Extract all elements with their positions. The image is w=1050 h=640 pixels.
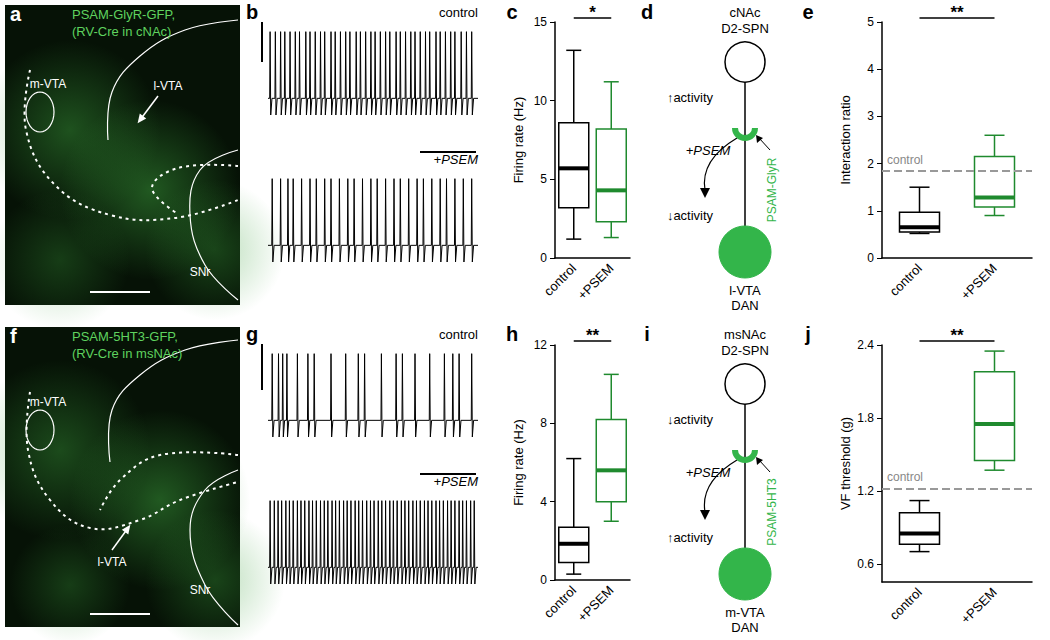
svg-text:↑activity: ↑activity <box>667 90 714 105</box>
svg-text:10: 10 <box>534 94 548 108</box>
svg-text:5: 5 <box>540 172 547 186</box>
svg-text:j: j <box>804 323 811 345</box>
svg-text:Firing rate (Hz): Firing rate (Hz) <box>511 97 526 184</box>
svg-text:+PSEM: +PSEM <box>686 143 731 158</box>
svg-text:+PSEM: +PSEM <box>434 474 479 489</box>
svg-text:g: g <box>246 323 258 345</box>
svg-text:l-VTA: l-VTA <box>97 555 126 569</box>
svg-text:4: 4 <box>867 62 874 76</box>
svg-text:15: 15 <box>534 15 548 29</box>
svg-text:SNr: SNr <box>190 265 211 279</box>
svg-text:l-VTA: l-VTA <box>729 283 761 298</box>
svg-text:D2-SPN: D2-SPN <box>721 21 769 36</box>
svg-text:DAN: DAN <box>731 620 758 635</box>
svg-text:cNAc: cNAc <box>729 5 761 20</box>
svg-text:*: * <box>589 3 596 22</box>
svg-text:control: control <box>439 5 478 20</box>
svg-text:VF threshold (g): VF threshold (g) <box>838 417 853 510</box>
svg-text:+PSEM: +PSEM <box>958 261 1000 303</box>
svg-text:h: h <box>506 323 518 345</box>
svg-text:D2-SPN: D2-SPN <box>721 343 769 358</box>
svg-text:SNr: SNr <box>190 583 211 597</box>
svg-text:**: ** <box>586 326 600 345</box>
svg-text:2: 2 <box>867 157 874 171</box>
svg-text:PSAM-5HT3: PSAM-5HT3 <box>765 478 779 546</box>
svg-text:l-VTA: l-VTA <box>153 79 182 93</box>
svg-text:**: ** <box>950 3 964 22</box>
svg-text:e: e <box>802 1 813 23</box>
svg-text:0: 0 <box>540 573 547 587</box>
svg-text:control: control <box>541 583 579 621</box>
svg-text:m-VTA: m-VTA <box>30 395 66 409</box>
svg-text:b: b <box>246 1 258 23</box>
svg-text:Interaction ratio: Interaction ratio <box>838 95 853 185</box>
svg-text:12: 12 <box>534 338 548 352</box>
svg-text:Firing rate (Hz): Firing rate (Hz) <box>511 419 526 506</box>
svg-text:DAN: DAN <box>731 298 758 313</box>
svg-text:control: control <box>887 585 925 623</box>
svg-text:1.2: 1.2 <box>857 484 874 498</box>
svg-text:8: 8 <box>540 416 547 430</box>
svg-text:+PSEM: +PSEM <box>575 261 617 303</box>
svg-text:+PSEM: +PSEM <box>958 585 1000 627</box>
svg-text:+PSEM: +PSEM <box>686 465 731 480</box>
svg-text:f: f <box>10 325 17 347</box>
svg-text:+PSEM: +PSEM <box>575 583 617 625</box>
svg-text:a: a <box>10 3 22 25</box>
svg-text:↓activity: ↓activity <box>667 412 714 427</box>
svg-text:**: ** <box>950 326 964 345</box>
svg-text:+PSEM: +PSEM <box>434 152 479 167</box>
svg-text:1.8: 1.8 <box>857 411 874 425</box>
svg-text:control: control <box>887 261 925 299</box>
svg-text:0.6: 0.6 <box>857 557 874 571</box>
svg-text:control: control <box>887 470 923 484</box>
svg-text:1: 1 <box>867 204 874 218</box>
svg-text:control: control <box>887 153 923 167</box>
svg-text:3: 3 <box>867 109 874 123</box>
svg-text:↓activity: ↓activity <box>667 208 714 223</box>
svg-text:4: 4 <box>540 495 547 509</box>
svg-text:m-VTA: m-VTA <box>30 77 66 91</box>
svg-text:(RV-Cre in cNAc): (RV-Cre in cNAc) <box>72 24 171 39</box>
svg-text:↑activity: ↑activity <box>667 530 714 545</box>
svg-text:control: control <box>439 327 478 342</box>
svg-text:PSAM-GlyR: PSAM-GlyR <box>765 157 779 222</box>
svg-text:m-VTA: m-VTA <box>725 605 765 620</box>
svg-text:i: i <box>644 323 650 345</box>
svg-text:PSAM-5HT3-GFP,: PSAM-5HT3-GFP, <box>72 329 178 344</box>
svg-text:5: 5 <box>867 15 874 29</box>
svg-text:0: 0 <box>540 251 547 265</box>
svg-text:msNAc: msNAc <box>724 327 766 342</box>
svg-text:d: d <box>641 1 653 23</box>
svg-text:2.4: 2.4 <box>857 338 874 352</box>
svg-text:0: 0 <box>867 251 874 265</box>
svg-text:PSAM-GlyR-GFP,: PSAM-GlyR-GFP, <box>72 7 175 22</box>
svg-text:(RV-Cre in msNAc): (RV-Cre in msNAc) <box>72 346 182 361</box>
svg-text:c: c <box>506 1 517 23</box>
svg-text:control: control <box>541 261 579 299</box>
